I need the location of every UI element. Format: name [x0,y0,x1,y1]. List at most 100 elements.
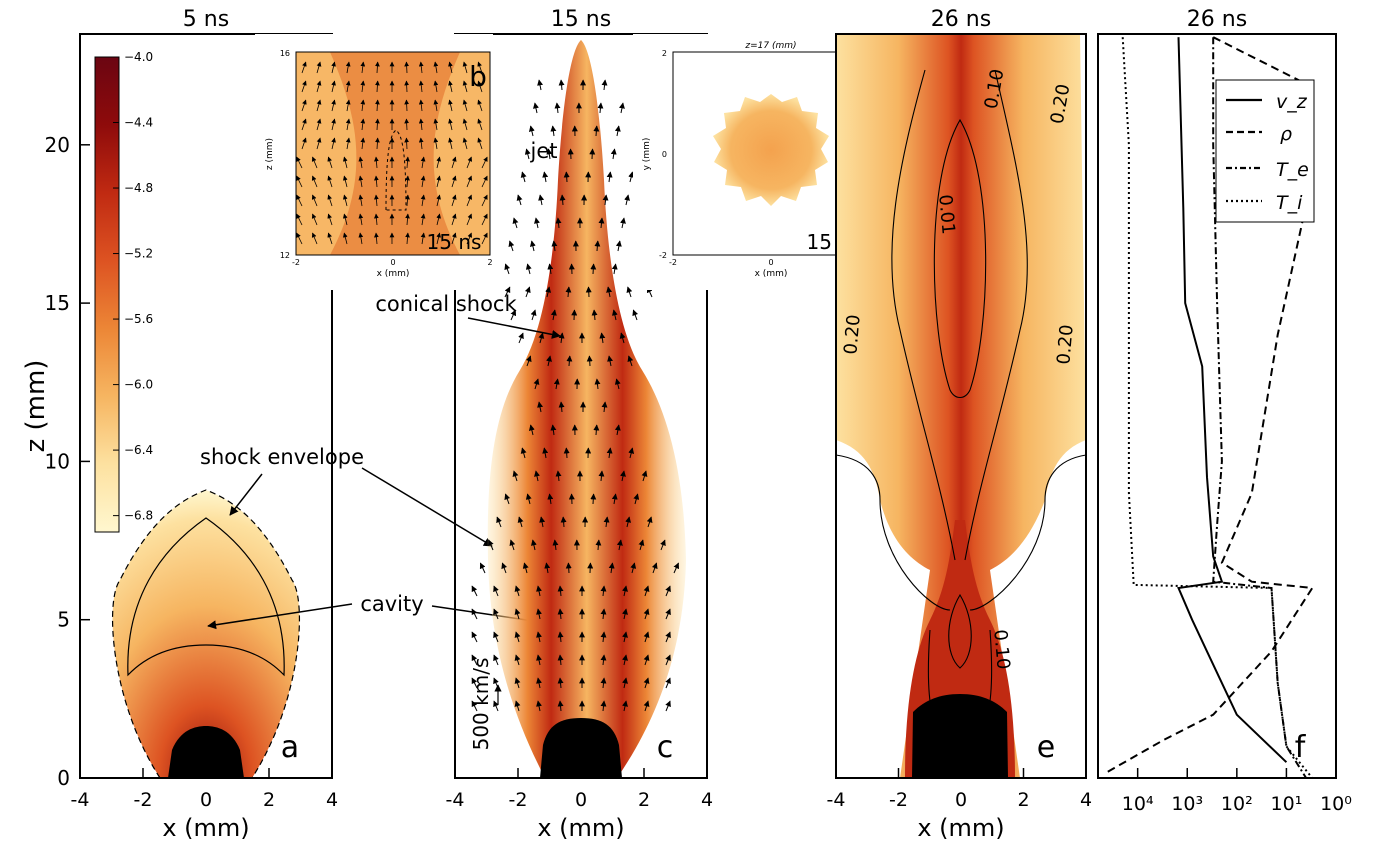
y-axis-label: z (mm) [21,360,51,453]
inset-velocity-arrow [448,99,453,112]
legend-label-te: T_e [1276,159,1309,181]
inset-velocity-arrow [342,156,348,169]
inset-velocity-arrow [466,213,473,226]
inset-velocity-arrow [327,232,333,245]
velocity-arrow [524,286,531,298]
velocity-arrow [536,677,542,689]
inset-velocity-arrow [301,118,307,131]
panel-e-xlabel: x (mm) [917,814,1004,842]
inset-d-ytick-1: 0 [662,150,667,159]
panel-e-xticks: -4 -2 0 2 4 [827,768,1092,811]
inset-velocity-arrow [433,61,439,74]
velocity-arrow [597,102,604,114]
inset-velocity-arrow [477,118,483,131]
inset-velocity-arrow [405,232,410,245]
inset-b-label: b [469,60,487,93]
inset-velocity-arrow [448,61,453,74]
velocity-arrow [557,700,564,712]
velocity-arrow [600,677,607,689]
velocity-arrow [517,516,524,528]
velocity-arrow [471,700,478,712]
velocity-arrow [660,539,666,551]
inset-velocity-arrow [451,175,457,188]
velocity-arrow [558,79,565,91]
inset-d-title: z=17 (mm) [744,41,796,51]
velocity-arrow [606,447,613,459]
series-line- [1107,36,1315,773]
panel-e-contour-outer [835,454,1087,611]
velocity-arrow [643,631,650,643]
inset-velocity-arrow [375,80,380,93]
velocity-arrow [606,171,613,183]
inset-velocity-arrow [331,137,336,150]
inset-velocity-arrow [436,194,441,207]
colorbar-tick-label: −4.0 [124,50,153,64]
panel-f: 10⁴ 10³ 10² 10¹ 10⁰ 26 ns f v_z ρ T_e T_i [1097,7,1352,815]
panel-c-label: c [657,730,674,765]
inset-b-time: 15 ns [427,230,482,254]
arrow-cavity-a [207,603,353,630]
inset-velocity-arrow [311,156,318,169]
velocity-arrow [514,654,521,666]
panel-e-label: e [1037,730,1055,765]
inset-velocity-arrow [358,175,364,188]
velocity-arrow [611,493,618,505]
velocity-arrow [594,240,601,252]
inset-b-xtick-0: -2 [292,258,300,267]
velocity-arrow [633,493,640,505]
velocity-arrow [536,700,542,712]
inset-velocity-arrow [301,137,307,150]
velocity-arrow [600,631,607,643]
x-tick-label: 10² [1221,793,1253,815]
x-tick-label: -2 [134,789,153,811]
velocity-arrow [536,654,542,666]
panel-e-contour-label-5: 0.10 [989,629,1013,671]
inset-b-core-dashed [385,129,407,211]
inset-d: z=17 (mm) d 15 ns x (mm) y (mm) -2 0 2 -… [633,34,873,290]
inset-velocity-arrow [404,137,410,150]
velocity-arrow [525,355,532,367]
inset-velocity-arrow [374,213,379,226]
velocity-arrow [601,79,608,91]
inset-velocity-arrow [331,61,336,74]
inset-d-ytick-2: 2 [662,49,667,58]
inset-velocity-arrow [420,175,426,188]
velocity-arrow [619,332,626,344]
inset-b-ylabel: z (mm) [265,138,275,170]
inset-velocity-arrow [420,213,426,226]
velocity-arrow [607,355,614,367]
inset-velocity-arrow [360,99,366,112]
velocity-arrow [530,309,537,321]
velocity-arrow [600,608,607,620]
y-tick-label: 10 [45,449,70,473]
inset-velocity-arrow [331,80,336,93]
inset-velocity-arrow [301,80,307,93]
series-line-ti [1121,37,1314,779]
velocity-arrow [552,539,559,551]
inset-velocity-arrow [418,137,424,150]
inset-b-ytick-1: 16 [280,49,290,58]
panel-e-contour-label-4: 0.20 [1053,324,1077,366]
inset-velocity-arrow [360,61,366,74]
y-tick-label: 20 [45,133,70,157]
velocity-arrow [590,493,597,505]
velocity-arrow [630,562,637,574]
inset-velocity-arrow [375,137,380,150]
velocity-arrow [598,470,605,482]
inset-velocity-arrow [477,61,483,74]
velocity-arrow [546,148,553,160]
velocity-arrow [542,447,549,459]
annotation-velocity-scale: 500 km/s [469,658,493,751]
velocity-arrow [594,378,601,390]
inset-velocity-arrow [462,137,468,150]
inset-velocity-arrow [418,99,424,112]
inset-velocity-arrow [374,175,379,188]
series-line-vz [1177,37,1288,763]
inset-velocity-arrow [418,61,424,74]
inset-velocity-arrow [405,194,410,207]
velocity-arrow [566,355,573,367]
inset-b-xtick-2: 2 [487,258,492,267]
velocity-arrow [563,171,570,183]
velocity-arrow [557,585,564,597]
velocity-arrow [545,286,551,298]
